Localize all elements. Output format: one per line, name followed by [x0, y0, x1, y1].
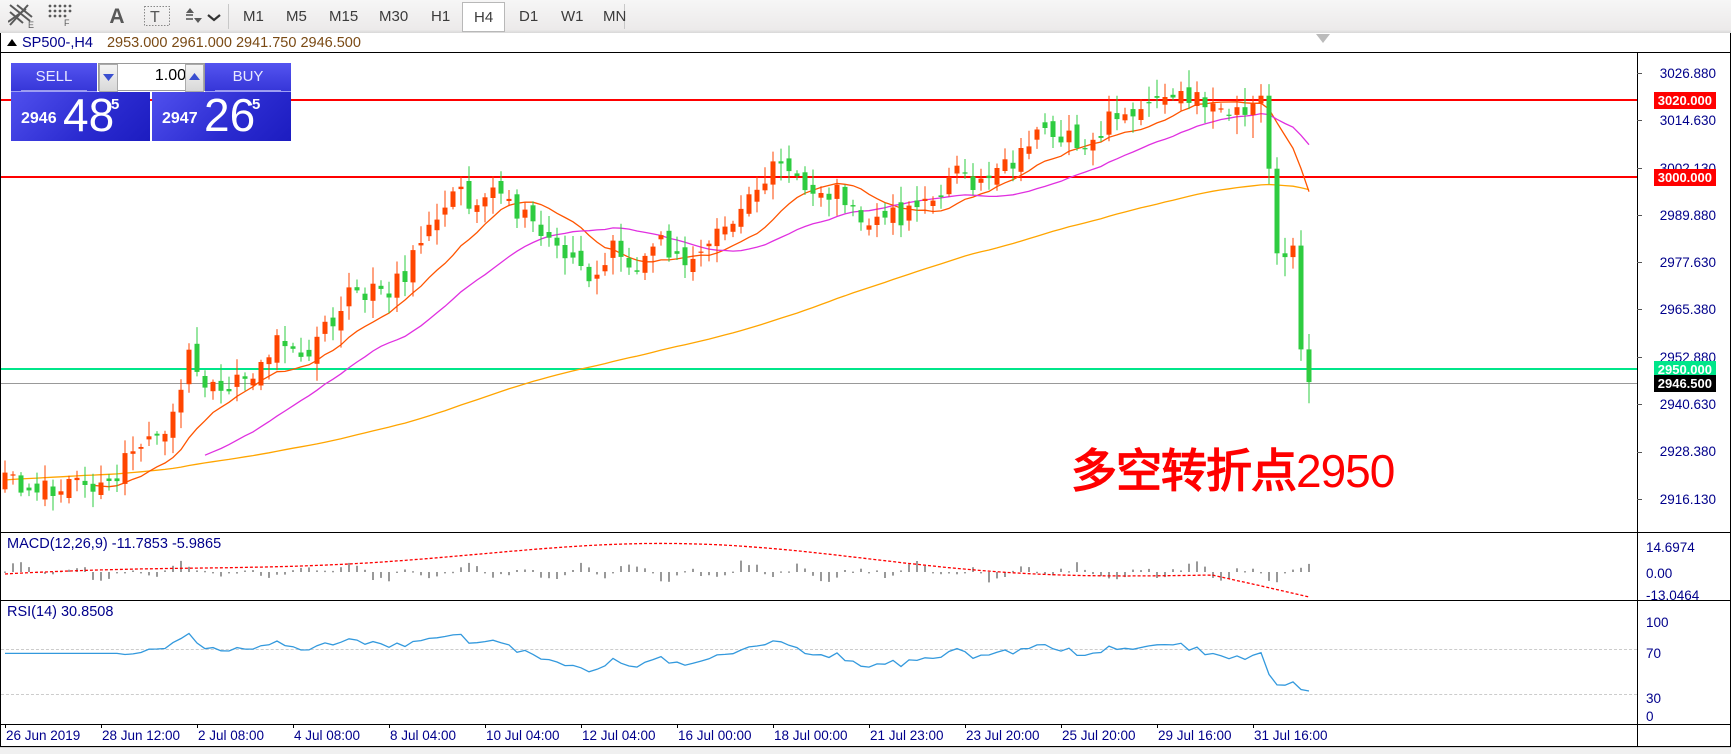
svg-text:F: F [64, 18, 70, 28]
svg-text:E: E [28, 20, 34, 29]
svg-text:T: T [150, 9, 160, 26]
